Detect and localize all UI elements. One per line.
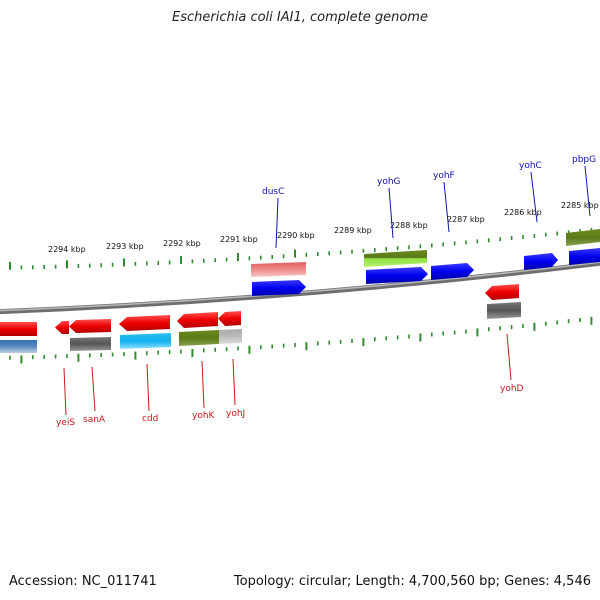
label-leaders	[63, 165, 591, 416]
gene-yohC[interactable]	[524, 253, 558, 270]
gene-label-sanA[interactable]: sanA	[83, 415, 106, 425]
ruler-label: 2285 kbp	[561, 201, 599, 210]
topology-text: Topology: circular; Length: 4,700,560 bp…	[233, 574, 591, 589]
feature-block[interactable]	[251, 262, 306, 277]
gene-sanA[interactable]	[69, 319, 111, 333]
accession-text: Accession: NC_011741	[9, 574, 157, 589]
feature-block[interactable]	[219, 329, 242, 344]
gene-label-cdd[interactable]: cdd	[142, 414, 158, 424]
reverse-gene-track	[0, 284, 519, 336]
feature-block[interactable]	[120, 333, 171, 349]
ruler-label: 2287 kbp	[447, 215, 485, 224]
gene-label-yohJ[interactable]: yohJ	[226, 409, 245, 419]
ruler-label: 2294 kbp	[48, 245, 86, 254]
ruler-label: 2288 kbp	[390, 221, 428, 230]
forward-gene-track	[252, 248, 600, 296]
gene-pbpG[interactable]	[569, 248, 600, 265]
feature-block[interactable]	[0, 340, 37, 353]
feature-block[interactable]	[179, 330, 219, 346]
ruler-label: 2293 kbp	[106, 242, 144, 251]
gene-label-yeiS[interactable]: yeiS	[56, 418, 75, 428]
gene-yohD[interactable]	[485, 284, 519, 300]
forward-cog-track	[251, 229, 600, 277]
map-title: Escherichia coli IAI1, complete genome	[172, 10, 428, 25]
gene-yeiS[interactable]	[55, 321, 69, 334]
gene-partial-left[interactable]	[0, 322, 37, 336]
feature-block[interactable]	[70, 337, 111, 351]
gene-yohF[interactable]	[431, 263, 474, 280]
ruler-label: 2292 kbp	[163, 239, 201, 248]
outer-tick-track	[9, 227, 593, 270]
ruler-label: 2289 kbp	[334, 226, 372, 235]
gene-label-dusC[interactable]: dusC	[262, 187, 284, 197]
gene-yohJ[interactable]	[218, 311, 241, 326]
feature-block[interactable]	[364, 250, 427, 267]
genome-backbone	[0, 260, 600, 315]
gene-label-yohD[interactable]: yohD	[500, 384, 524, 394]
ruler-label: 2286 kbp	[504, 208, 542, 217]
gene-dusC[interactable]	[252, 280, 306, 296]
gene-label-yohG[interactable]: yohG	[377, 177, 401, 187]
gene-label-yohK[interactable]: yohK	[192, 411, 216, 421]
gene-yohK[interactable]	[177, 312, 218, 328]
ruler-label: 2291 kbp	[220, 235, 258, 244]
gene-yohG[interactable]	[366, 267, 428, 284]
gene-label-yohC[interactable]: yohC	[519, 161, 542, 171]
gene-cdd[interactable]	[119, 315, 170, 331]
inner-tick-track	[9, 316, 593, 364]
ruler-label: 2290 kbp	[277, 231, 315, 240]
gene-label-pbpG[interactable]: pbpG	[572, 155, 596, 165]
reverse-cog-track	[0, 302, 521, 353]
feature-block[interactable]	[487, 302, 521, 319]
gene-label-yohF[interactable]: yohF	[433, 171, 455, 181]
feature-block[interactable]	[566, 229, 600, 246]
